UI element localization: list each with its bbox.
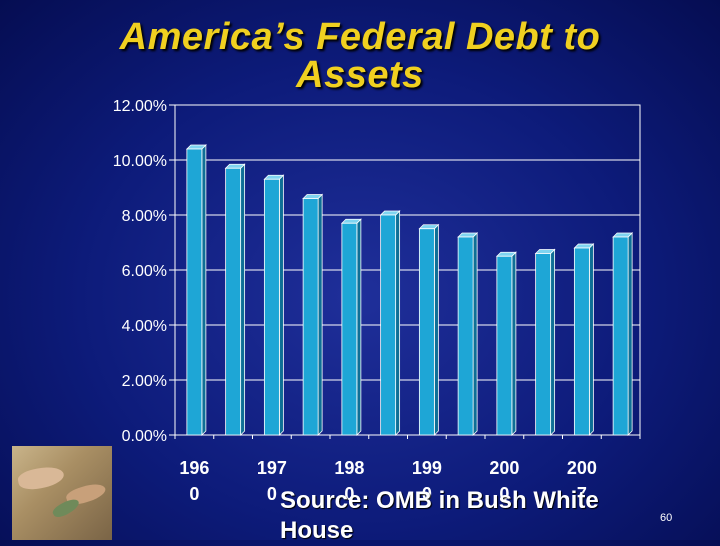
slide-title: America’s Federal Debt to Assets — [119, 16, 601, 96]
bar-top — [302, 194, 324, 199]
bar-front — [496, 255, 513, 436]
bar — [534, 248, 556, 436]
axes — [169, 104, 641, 439]
x-tick-label: 196 — [179, 458, 209, 478]
bar-side — [588, 243, 594, 436]
bar-front — [341, 222, 358, 436]
bar-side — [627, 232, 633, 436]
bar-front — [418, 228, 435, 436]
bar-top — [573, 243, 595, 249]
bar-side — [472, 232, 478, 436]
x-tick-label: 0 — [267, 484, 277, 504]
bar-side — [317, 193, 323, 436]
bar-front — [263, 178, 280, 436]
bar-top — [418, 224, 440, 230]
y-tick-label: 4.00% — [122, 318, 167, 335]
x-tick-label: 0 — [344, 484, 354, 504]
x-tick-label: 0 — [189, 484, 199, 504]
bar — [573, 243, 595, 436]
bars — [185, 144, 634, 436]
bar-top — [340, 218, 362, 224]
bar-side — [201, 144, 207, 436]
x-tick-label: 200 — [489, 458, 519, 478]
bar-side — [356, 218, 362, 436]
bar-top — [534, 249, 556, 254]
y-tick-labels: 0.00% 2.00% 4.00% 6.00% 8.00% 10.00% 12.00% — [113, 98, 167, 445]
bar-side — [511, 251, 517, 436]
bar-front — [302, 198, 319, 436]
source-note: Source: OMB in Bush White House — [280, 487, 599, 544]
bar-top — [379, 210, 401, 216]
bar-top — [495, 251, 517, 257]
bar-front — [573, 247, 590, 436]
x-tick-labels: 196 0 197 0 198 0 199 0 200 0 200 7 — [179, 458, 597, 504]
y-tick-label: 12.00% — [113, 98, 167, 115]
y-tick-label: 6.00% — [122, 263, 167, 280]
bar-front — [457, 236, 474, 436]
bar-side — [550, 248, 556, 436]
bar — [418, 223, 440, 436]
x-tick-label: 0 — [499, 484, 509, 504]
x-tick-label: 0 — [422, 484, 432, 504]
bar — [612, 232, 634, 436]
bar-side — [278, 174, 284, 436]
bar — [457, 232, 479, 436]
bar — [185, 144, 207, 436]
bar-top — [612, 232, 634, 238]
bar — [224, 163, 246, 436]
bar-top — [224, 163, 246, 169]
bar-side — [395, 210, 401, 436]
x-tick-label: 198 — [334, 458, 364, 478]
bar — [495, 251, 517, 436]
bar-front — [612, 236, 629, 436]
creation-of-adam-hands-icon — [12, 446, 112, 540]
y-tick-label: 2.00% — [122, 373, 167, 390]
bar-top — [185, 144, 207, 150]
bar-top — [457, 232, 479, 238]
x-tick-label: 200 — [567, 458, 597, 478]
slide-number: 60 — [660, 512, 673, 524]
y-tick-label: 8.00% — [122, 208, 167, 225]
bar-front — [225, 167, 242, 436]
bar-front — [380, 214, 397, 436]
bar-side — [240, 163, 246, 436]
bar — [340, 218, 362, 436]
y-tick-label: 0.00% — [122, 428, 167, 445]
bar — [379, 210, 401, 436]
bar — [302, 193, 324, 436]
x-tick-label: 199 — [412, 458, 442, 478]
y-tick-label: 10.00% — [113, 153, 167, 170]
bar-front — [186, 148, 203, 436]
bar-top — [263, 174, 285, 180]
x-tick-label: 197 — [257, 458, 287, 478]
bar-front — [535, 253, 552, 436]
x-tick-label: 7 — [577, 484, 587, 504]
bar-side — [433, 223, 439, 436]
bar — [263, 174, 285, 436]
